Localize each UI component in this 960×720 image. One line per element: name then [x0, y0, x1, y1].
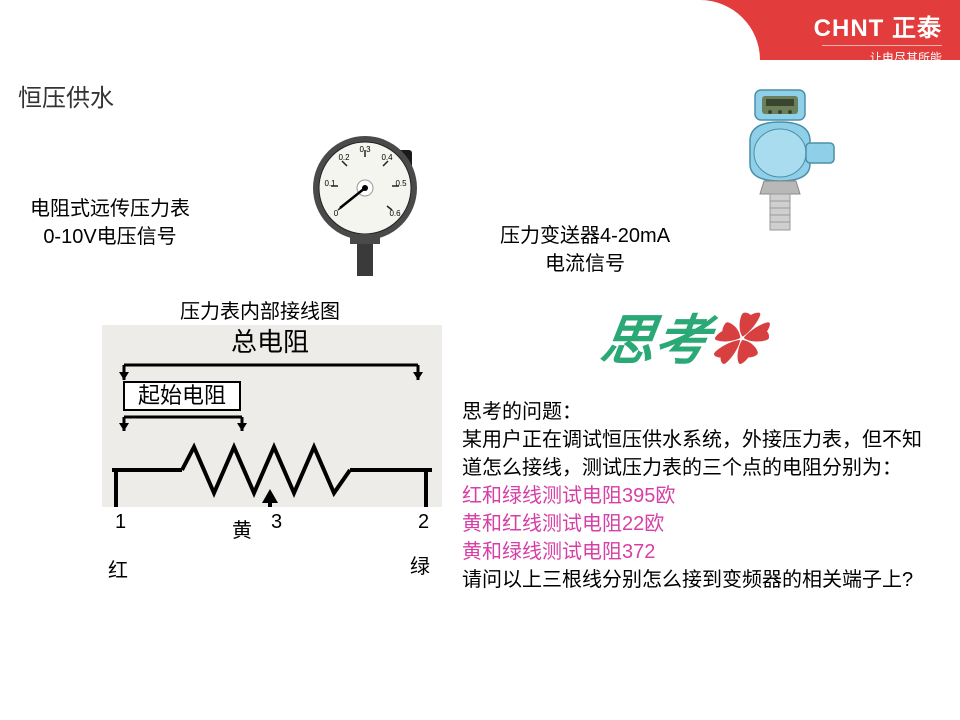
transmitter-label-line2: 电流信号 — [500, 250, 670, 278]
terminal-1-label: 1 — [115, 511, 126, 534]
terminal-2-label: 2 — [418, 511, 429, 534]
think-dot-icon: ✿ — [705, 311, 767, 371]
green-wire-label: 绿 — [410, 550, 430, 579]
svg-text:0.2: 0.2 — [338, 153, 350, 162]
brand-block: CHNT 正泰 让电尽其所能 — [814, 8, 942, 66]
transmitter-label-line1: 压力变送器4-20mA — [500, 222, 670, 250]
brand-tagline: 让电尽其所能 — [814, 50, 942, 66]
yellow-wire-label: 黄 — [232, 514, 252, 543]
wiring-diagram: 总电阻 起始电阻 — [102, 325, 442, 507]
question-block: 思考的问题： 某用户正在调试恒压供水系统，外接压力表，但不知道怎么接线，测试压力… — [462, 398, 938, 594]
total-resistance-label: 总电阻 — [231, 328, 309, 357]
question-line1: 思考的问题： — [462, 398, 938, 426]
brand-header: CHNT 正泰 让电尽其所能 — [0, 0, 960, 60]
think-text: 思考 — [597, 311, 713, 371]
svg-text:0.6: 0.6 — [389, 209, 401, 218]
svg-text:0.4: 0.4 — [381, 153, 393, 162]
resistance-yellow-green: 黄和绿线测试电阻372 — [462, 538, 938, 566]
pressure-gauge-image: 0 0.1 0.2 0.3 0.4 0.5 0.6 — [310, 128, 430, 288]
svg-text:0: 0 — [334, 209, 339, 218]
wiring-label: 压力表内部接线图 — [180, 295, 340, 324]
gauge-label: 电阻式远传压力表 0-10V电压信号 — [30, 195, 190, 251]
brand-divider — [822, 45, 942, 46]
start-resistance-label: 起始电阻 — [138, 383, 226, 408]
brand-name: CHNT 正泰 — [814, 8, 942, 43]
gauge-label-line2: 0-10V电压信号 — [30, 223, 190, 251]
resistance-yellow-red: 黄和红线测试电阻22欧 — [462, 510, 938, 538]
red-wire-label: 红 — [108, 554, 128, 583]
resistance-red-green: 红和绿线测试电阻395欧 — [462, 482, 938, 510]
transmitter-label: 压力变送器4-20mA 电流信号 — [500, 222, 670, 278]
terminal-3-label: 3 — [271, 511, 282, 534]
gauge-label-line1: 电阻式远传压力表 — [30, 195, 190, 223]
question-line3: 请问以上三根线分别怎么接到变频器的相关端子上? — [462, 566, 938, 594]
question-line2: 某用户正在调试恒压供水系统，外接压力表，但不知道怎么接线，测试压力表的三个点的电… — [462, 426, 938, 482]
page-title: 恒压供水 — [18, 78, 114, 113]
pressure-transmitter-image — [720, 86, 850, 246]
think-heading: 思考✿ — [596, 296, 769, 375]
header-swoosh — [0, 0, 760, 60]
